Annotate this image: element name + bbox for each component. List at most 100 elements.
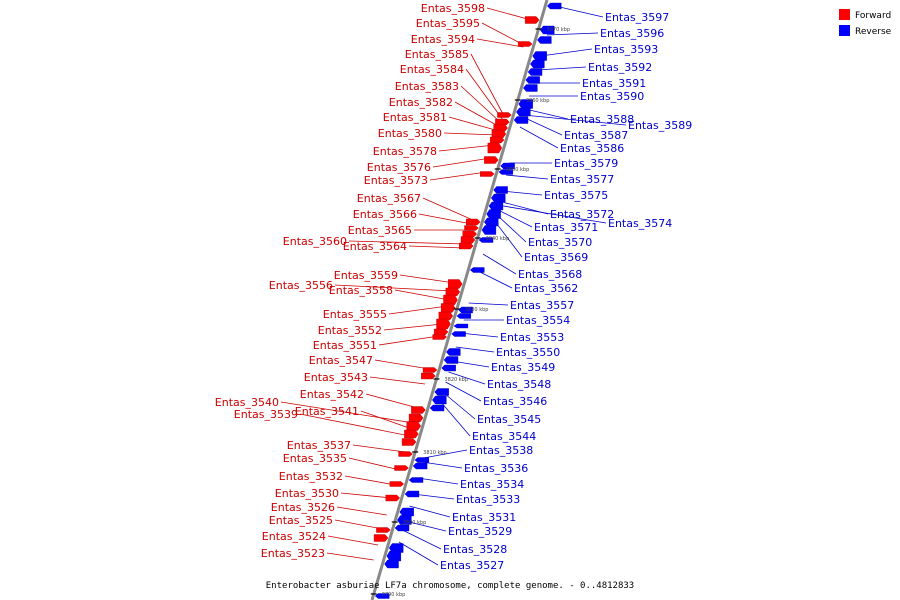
gene-label-reverse: Entas_3590 bbox=[580, 90, 644, 103]
gene-label-forward: Entas_3551 bbox=[313, 339, 377, 352]
forward-gene bbox=[422, 367, 438, 373]
gene-label-reverse: Entas_3574 bbox=[608, 217, 672, 230]
gene-label-reverse: Entas_3587 bbox=[564, 129, 628, 142]
leader-line bbox=[423, 449, 468, 459]
forward-gene bbox=[489, 136, 505, 144]
reverse-gene bbox=[446, 348, 461, 356]
gene-label-forward: Entas_3565 bbox=[348, 224, 412, 237]
scale-tick-label: 3870 kbp bbox=[547, 27, 571, 33]
leader-line bbox=[476, 38, 524, 48]
reverse-gene bbox=[404, 490, 420, 498]
forward-gene bbox=[464, 225, 479, 231]
forward-gene bbox=[421, 372, 436, 380]
reverse-gene bbox=[530, 59, 545, 69]
forward-gene bbox=[524, 16, 540, 24]
reverse-gene bbox=[516, 107, 531, 117]
leader-line bbox=[519, 126, 559, 149]
reverse-gene bbox=[486, 209, 501, 219]
gene-label-reverse: Entas_3548 bbox=[487, 378, 551, 391]
reverse-gene bbox=[481, 225, 497, 235]
leader-line bbox=[409, 505, 451, 518]
leader-line bbox=[327, 535, 379, 546]
gene-label-reverse: Entas_3531 bbox=[452, 511, 516, 524]
gene-label-reverse: Entas_3577 bbox=[550, 173, 614, 186]
leader-line bbox=[459, 332, 499, 338]
legend-reverse-label: Reverse bbox=[855, 27, 892, 37]
leader-line bbox=[402, 529, 442, 550]
leader-line bbox=[399, 274, 455, 284]
forward-gene bbox=[436, 318, 451, 330]
leader-line bbox=[336, 506, 387, 516]
reverse-gene bbox=[386, 550, 402, 562]
leader-line bbox=[326, 552, 374, 561]
scale-tick-label: 3830 kbp bbox=[465, 307, 489, 313]
reverse-gene bbox=[546, 2, 562, 10]
gene-label-reverse: Entas_3579 bbox=[554, 157, 618, 170]
gene-label-forward: Entas_3526 bbox=[271, 501, 335, 514]
gene-label-reverse: Entas_3546 bbox=[483, 395, 547, 408]
reverse-gene bbox=[453, 323, 469, 329]
reverse-gene bbox=[384, 559, 399, 569]
gene-label-forward: Entas_3552 bbox=[318, 324, 382, 337]
reverse-gene bbox=[408, 477, 424, 483]
gene-label-reverse: Entas_3549 bbox=[491, 361, 555, 374]
forward-gene bbox=[460, 236, 476, 244]
scale-ticks: 3870 kbp 3860 kbp 3850 kbp 3840 kbp 3830 kbp… bbox=[370, 27, 571, 598]
gene-label-forward: Entas_3541 bbox=[295, 405, 359, 418]
leader-line bbox=[439, 400, 471, 437]
reverse-gene bbox=[414, 457, 430, 463]
reverse-gene bbox=[434, 388, 449, 396]
forward-gene bbox=[491, 129, 507, 139]
forward-gene bbox=[480, 171, 495, 177]
leader-line bbox=[443, 132, 498, 136]
reverse-gene bbox=[527, 68, 543, 76]
leader-line bbox=[388, 305, 448, 315]
gene-label-forward: Entas_3542 bbox=[300, 388, 364, 401]
leader-line bbox=[460, 85, 502, 124]
gene-label-reverse: Entas_3538 bbox=[469, 444, 533, 457]
gene-label-forward: Entas_3598 bbox=[421, 2, 485, 15]
gene-label-forward: Entas_3564 bbox=[343, 240, 407, 253]
reverse-gene bbox=[484, 217, 499, 227]
leader-line bbox=[482, 253, 517, 275]
gene-label-reverse: Entas_3586 bbox=[560, 142, 624, 155]
forward-gene bbox=[394, 465, 409, 471]
leader-line bbox=[536, 66, 587, 71]
forward-gene bbox=[484, 156, 499, 164]
leader-line bbox=[394, 289, 450, 301]
legend-reverse-swatch bbox=[839, 25, 850, 36]
gene-label-forward: Entas_3584 bbox=[400, 63, 464, 76]
leader-line bbox=[334, 284, 453, 292]
forward-gene bbox=[447, 279, 463, 289]
reverse-gene bbox=[441, 364, 456, 372]
gene-label-forward: Entas_3530 bbox=[275, 487, 339, 500]
reverse-gene bbox=[493, 186, 508, 194]
leader-line bbox=[360, 410, 413, 430]
reverse-gene bbox=[532, 51, 547, 61]
legend: Forward Reverse bbox=[839, 9, 892, 37]
gene-label-reverse: Entas_3529 bbox=[448, 525, 512, 538]
reverse-gene bbox=[491, 193, 506, 203]
leader-line bbox=[525, 108, 569, 120]
gene-label-forward: Entas_3585 bbox=[405, 48, 469, 61]
gene-label-reverse: Entas_3592 bbox=[588, 61, 652, 74]
leader-line bbox=[348, 457, 401, 471]
map-caption: Enterobacter asburiae LF7a chromosome, c… bbox=[266, 581, 634, 591]
gene-label-reverse: Entas_3571 bbox=[534, 221, 598, 234]
leader-line bbox=[374, 359, 430, 370]
legend-forward-swatch bbox=[839, 9, 850, 20]
leader-line bbox=[299, 413, 410, 437]
gene-label-reverse: Entas_3593 bbox=[594, 43, 658, 56]
reverse-gene bbox=[513, 116, 529, 124]
legend-forward-label: Forward bbox=[855, 11, 891, 21]
scale-tick-label: 3850 kbp bbox=[506, 167, 530, 173]
gene-label-forward: Entas_3581 bbox=[383, 111, 447, 124]
scale-tick-label: 3800 kbp bbox=[403, 520, 427, 526]
gene-label-reverse: Entas_3589 bbox=[628, 119, 692, 132]
forward-gene bbox=[408, 413, 424, 423]
gene-label-reverse: Entas_3588 bbox=[570, 113, 634, 126]
leader-line bbox=[369, 376, 426, 385]
gene-label-reverse: Entas_3562 bbox=[514, 282, 578, 295]
reverse-gene bbox=[498, 169, 514, 175]
